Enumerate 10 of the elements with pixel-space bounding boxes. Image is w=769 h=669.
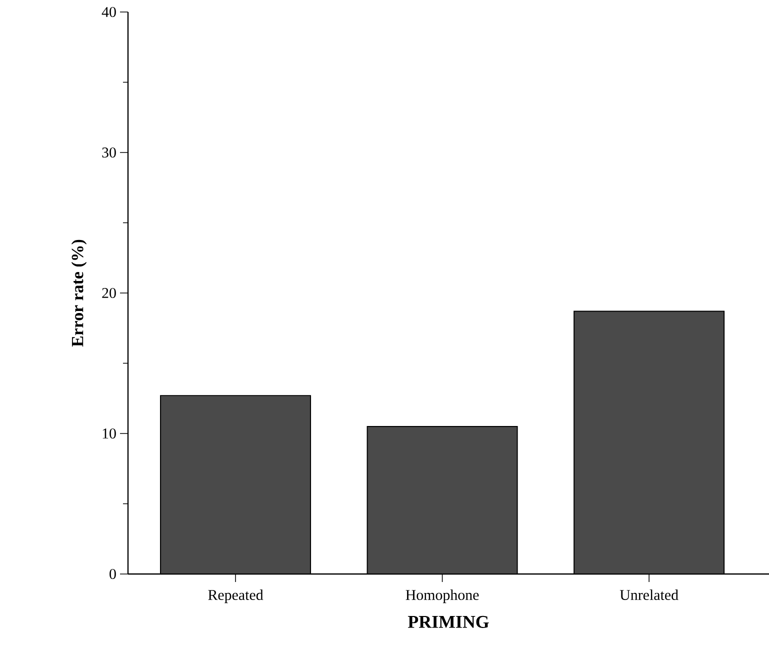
y-tick-label: 40: [102, 6, 116, 18]
y-tick-label: 10: [102, 428, 116, 439]
x-axis-title: PRIMING: [408, 616, 489, 628]
x-tick-label: Repeated: [208, 590, 264, 604]
y-tick-label: 20: [102, 288, 116, 298]
y-tick-label: 0: [110, 568, 116, 580]
x-tick-label: Unrelated: [620, 590, 678, 600]
y-axis-title: Error rate (%): [71, 240, 87, 347]
y-tick-label: 30: [102, 147, 116, 158]
x-tick-label: Homophone: [406, 590, 479, 604]
